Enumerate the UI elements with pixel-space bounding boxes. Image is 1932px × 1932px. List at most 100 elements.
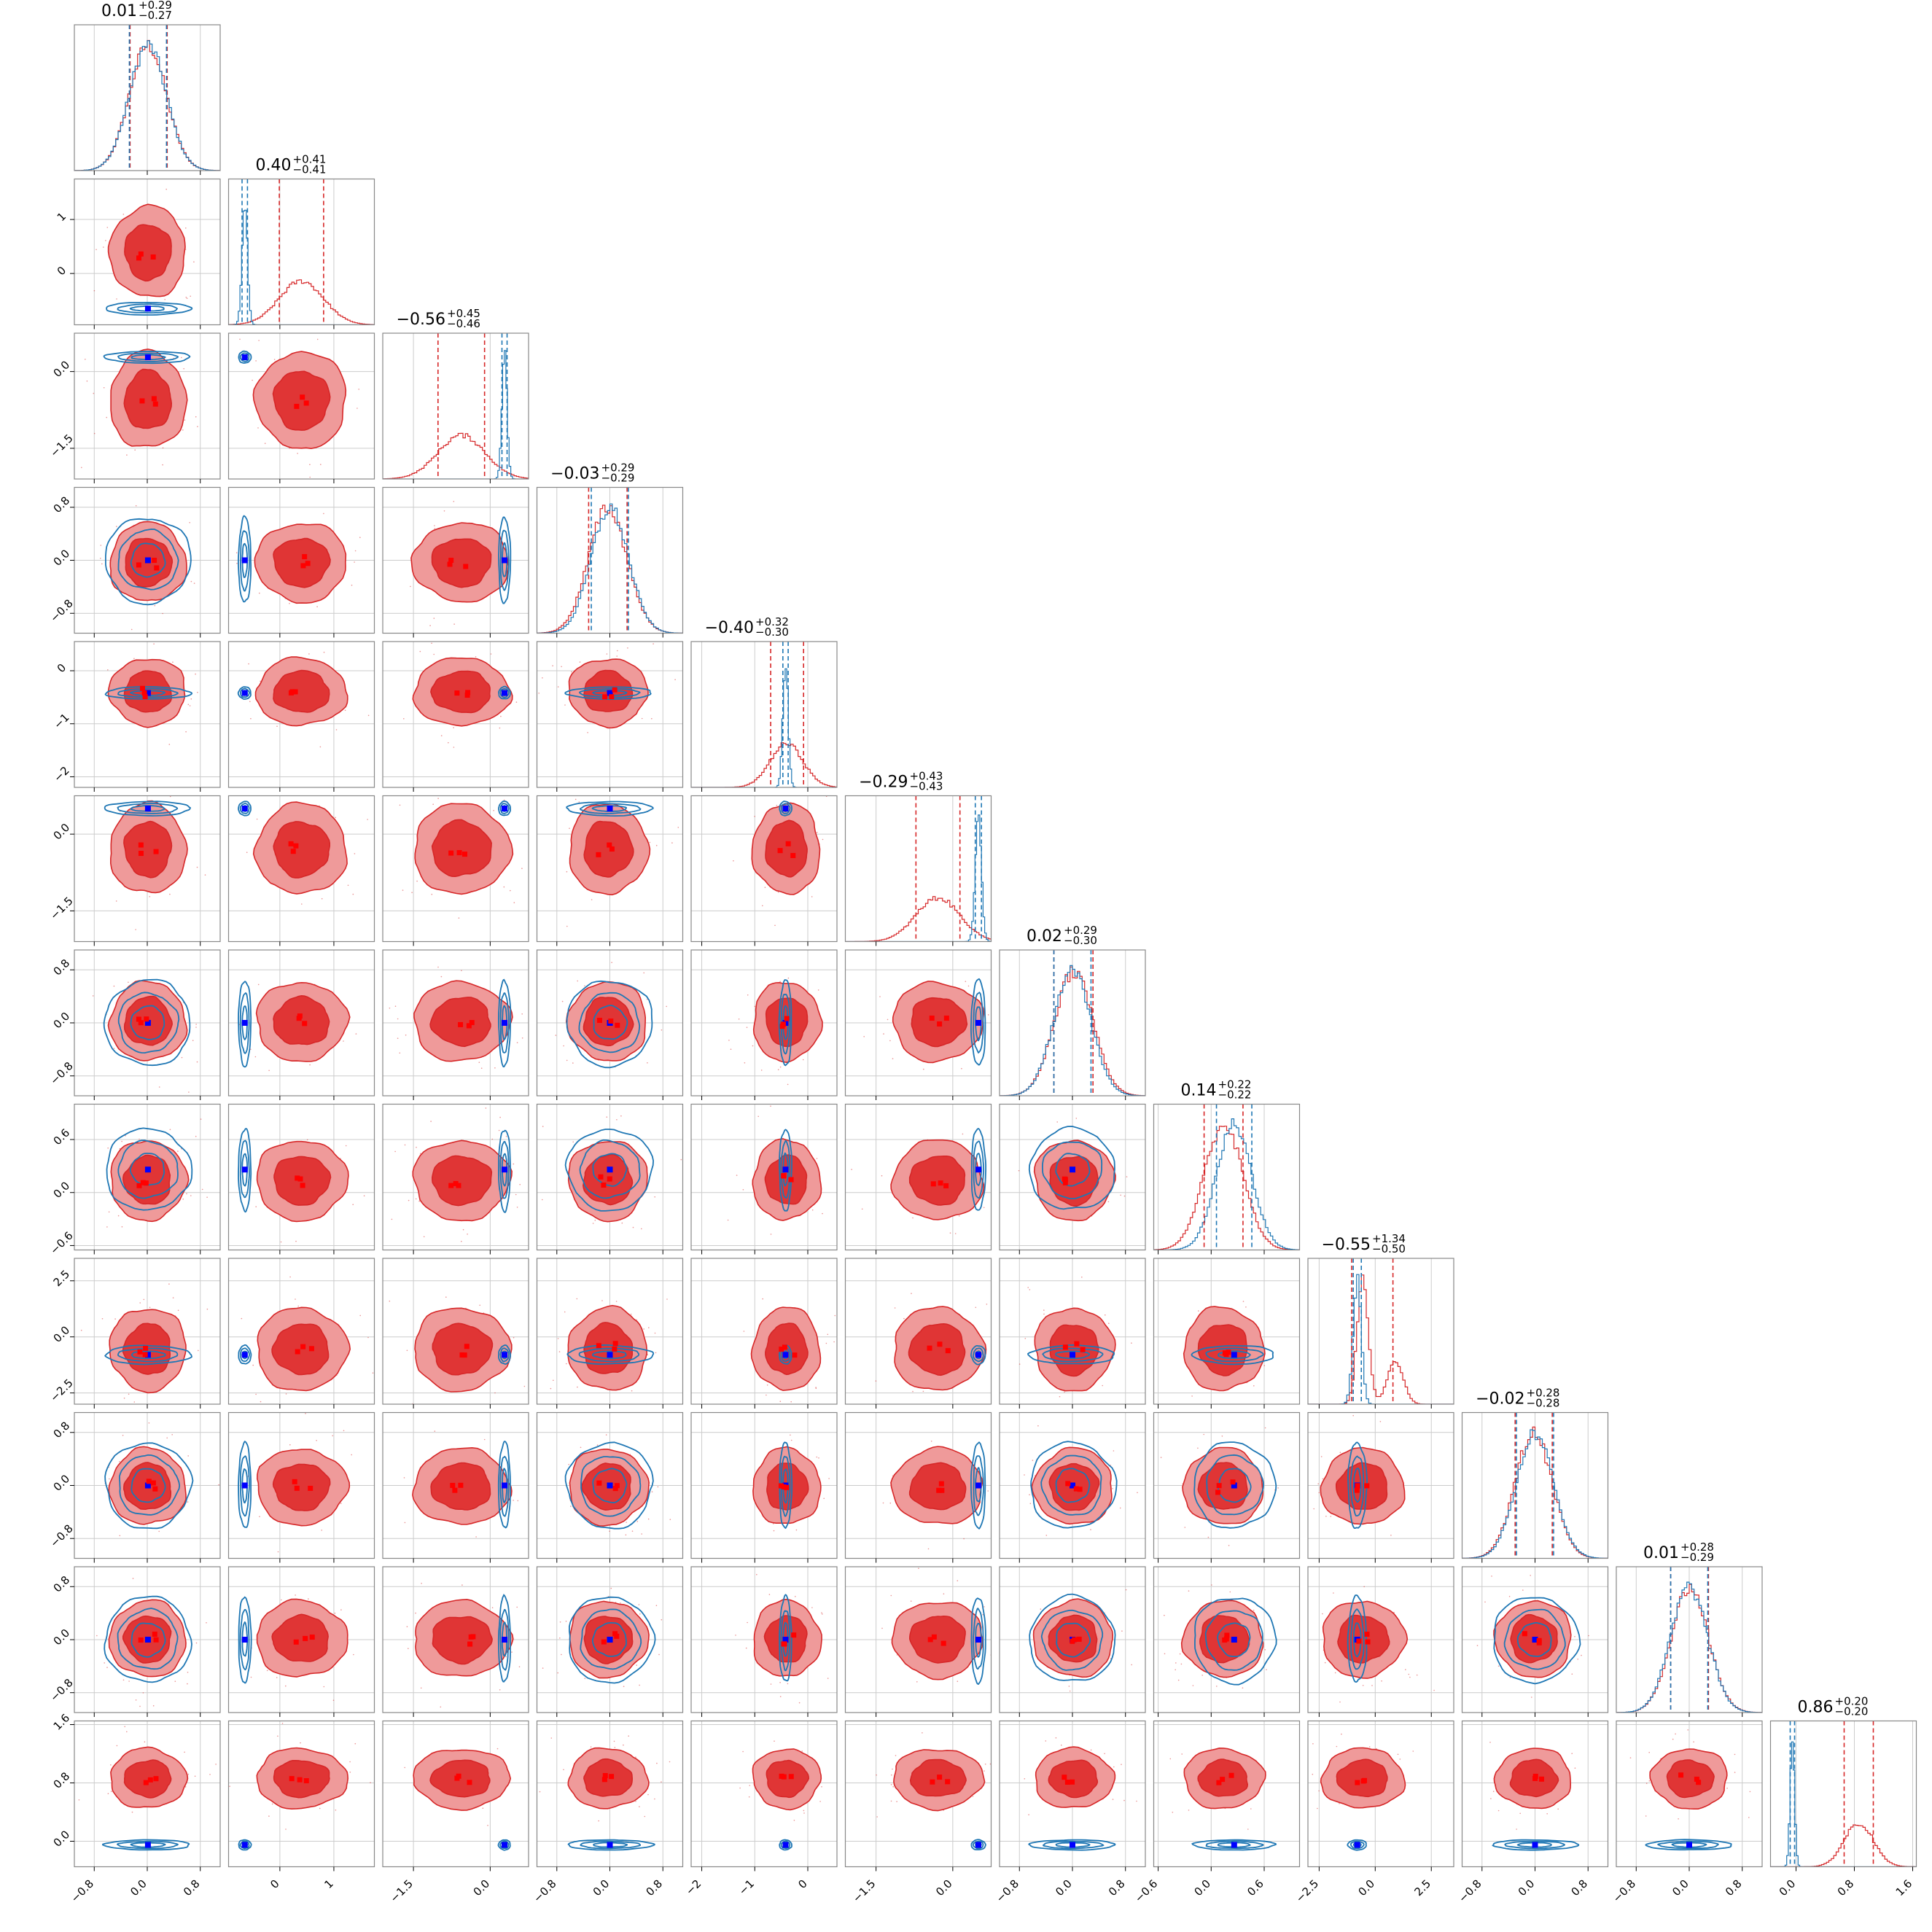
- red-sample-4-3-33: [653, 643, 654, 644]
- red-sample-5-4-33: [768, 784, 770, 786]
- y-tick-label-1-0: 0: [55, 264, 69, 278]
- red-sample-5-3-2: [578, 801, 580, 803]
- red-sample-10-3-4: [655, 1605, 658, 1606]
- red-sample-8-6-14: [1081, 1277, 1083, 1278]
- blue-contour-10-7-2: [1217, 1622, 1251, 1658]
- red-sample-8-4-30: [766, 1394, 767, 1396]
- red-marker-8-6-0: [1074, 1341, 1080, 1347]
- red-sample-5-2-29: [437, 798, 439, 799]
- red-marker-7-1-2: [297, 1176, 303, 1182]
- red-sample-8-3-20: [564, 1311, 566, 1313]
- red-sample-8-2-4: [445, 1296, 447, 1298]
- title-value-11: 0.86: [1798, 1699, 1834, 1717]
- red-sample-10-9-34: [1531, 1697, 1532, 1698]
- red-sample-4-0-19: [197, 691, 198, 693]
- red-marker-3-1-0: [300, 563, 306, 569]
- red-marker-8-1-2: [300, 1344, 306, 1349]
- red-sample-11-1-11: [285, 1828, 287, 1830]
- red-sample-6-3-33: [611, 962, 612, 963]
- red-sample-10-4-4: [768, 1594, 771, 1595]
- red-sample-11-6-19: [1112, 1799, 1114, 1800]
- red-sample-11-5-7: [876, 1774, 877, 1776]
- red-sample-4-2-13: [500, 715, 502, 717]
- blue-contour-6-3-0: [566, 980, 653, 1069]
- red-sample-4-2-27: [490, 653, 492, 655]
- red-marker-2-0-2: [151, 396, 157, 402]
- red-sample-3-0-12: [101, 563, 103, 565]
- red-sample-11-4-1: [801, 1750, 803, 1752]
- red-sample-5-3-19: [583, 770, 585, 771]
- red-sample-6-5-14: [967, 985, 970, 987]
- red-sample-6-0-15: [195, 1024, 197, 1025]
- blue-contour-8-2-1: [499, 1347, 510, 1363]
- red-sample-8-3-22: [595, 1409, 596, 1410]
- red-sample-10-3-25: [636, 1664, 637, 1666]
- red-sample-4-3-7: [587, 732, 588, 733]
- diag-panel-1: 0.40 +0.41−0.41: [227, 153, 375, 330]
- red-sample-9-7-7: [1197, 1447, 1199, 1449]
- red-sample-11-9-26: [1571, 1753, 1573, 1754]
- red-sample-10-8-27: [1381, 1680, 1382, 1682]
- panel-frame-11-7: [1153, 1720, 1301, 1868]
- blue-contour-7-6-1: [1041, 1141, 1103, 1200]
- red-sample-11-3-22: [661, 1781, 662, 1783]
- red-sample-9-6-2: [997, 1463, 998, 1465]
- red-sample-5-4-16: [774, 924, 776, 927]
- red-marker-11-4-2: [781, 1774, 787, 1780]
- red-sample-3-1-37: [354, 561, 355, 563]
- red-sample-5-0-24: [115, 900, 117, 902]
- blue-contour-9-0-0: [104, 1442, 194, 1530]
- title-value-5: −0.29: [859, 774, 908, 792]
- blue-contour-9-0-1: [118, 1454, 181, 1516]
- red-sample-3-0-11: [189, 522, 191, 523]
- red-sample-5-2-21: [411, 892, 413, 893]
- blue-contour-11-8-1: [1349, 1840, 1365, 1850]
- red-sample-7-0-36: [121, 1226, 123, 1228]
- blue-contour-4-0-1: [117, 688, 179, 698]
- red-sample-5-1-38: [306, 780, 308, 782]
- red-sample-6-0-2: [113, 985, 115, 987]
- red-sample-2-1-7: [357, 408, 358, 409]
- red-sample-10-5-31: [943, 1593, 945, 1594]
- title-plus-4: +0.32: [755, 615, 789, 628]
- red-sample-5-2-26: [503, 886, 505, 888]
- red-sample-11-1-8: [271, 1803, 273, 1805]
- red-sample-7-5-35: [949, 1232, 951, 1234]
- x-tick-label-8-1: 0.0: [1356, 1877, 1378, 1899]
- blue-contour-7-2-0: [498, 1129, 511, 1213]
- y-tick-label-4-0: −2: [51, 764, 71, 784]
- red-sample-6-3-27: [563, 1045, 564, 1047]
- red-sample-7-2-35: [435, 1262, 437, 1263]
- red-sample-11-3-9: [550, 1737, 553, 1739]
- red-sample-8-1-27: [255, 1393, 257, 1395]
- red-sample-7-6-7: [1126, 1176, 1128, 1177]
- panel-7-5: [844, 1103, 992, 1255]
- red-sample-3-1-18: [323, 513, 324, 515]
- red-sample-7-5-27: [962, 1133, 964, 1135]
- panel-frame-7-2: [382, 1103, 529, 1251]
- panel-8-0: [70, 1258, 221, 1409]
- red-sample-7-3-36: [680, 1158, 682, 1161]
- red-sample-4-0-36: [133, 658, 135, 660]
- red-sample-9-3-30: [625, 1534, 627, 1536]
- y-tick-label-3-2: 0.8: [51, 494, 73, 515]
- red-marker-10-7-0: [1224, 1632, 1230, 1638]
- blue-contour-8-7-2: [1217, 1350, 1251, 1359]
- y-tick-label-6-1: 0.0: [51, 1010, 73, 1032]
- red-sample-7-5-23: [861, 1208, 863, 1210]
- red-marker-8-4-0: [779, 1347, 784, 1352]
- panel-9-8: [1307, 1411, 1454, 1563]
- red-sample-8-3-39: [566, 1363, 567, 1365]
- blue-contour-9-2-0: [497, 1441, 511, 1529]
- blue-marker-6-2: [502, 1020, 508, 1026]
- red-sample-10-0-2: [206, 1622, 207, 1624]
- red-sample-10-3-7: [639, 1684, 640, 1686]
- red-contour-inner-11-8: [1336, 1758, 1388, 1798]
- panel-7-6: [999, 1103, 1146, 1255]
- red-sample-11-4-8: [803, 1810, 805, 1812]
- red-contour-inner-11-10: [1666, 1759, 1715, 1799]
- diag-panel-8: −0.55 +1.34−0.50: [1307, 1232, 1454, 1409]
- x-tick-label-7-1: 0.0: [1192, 1877, 1214, 1899]
- blue-histogram-2: [383, 350, 529, 479]
- y-tick-label-7-0: −0.6: [47, 1229, 75, 1257]
